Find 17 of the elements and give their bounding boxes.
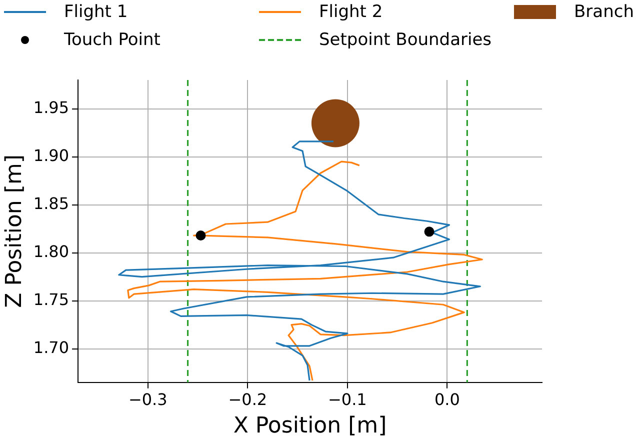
x-axis-title: X Position [m] xyxy=(233,414,387,439)
x-tick-label: 0.0 xyxy=(434,390,460,410)
legend-label: Flight 2 xyxy=(319,2,383,22)
legend-label: Touch Point xyxy=(64,30,160,50)
legend-label: Flight 1 xyxy=(64,2,128,22)
y-tick-label: 1.75 xyxy=(33,290,70,309)
y-tick-label: 1.85 xyxy=(33,194,70,213)
x-tick-label: −0.3 xyxy=(128,390,168,410)
y-tick-label: 1.90 xyxy=(33,146,70,165)
y-tick-label: 1.80 xyxy=(33,242,70,261)
y-tick-label: 1.70 xyxy=(33,338,70,357)
legend-label: Branch xyxy=(574,2,634,22)
y-tick-label: 1.95 xyxy=(33,98,70,117)
y-axis-title: Z Position [m] xyxy=(2,154,27,308)
legend-label: Setpoint Boundaries xyxy=(319,30,492,50)
x-tick-label: −0.1 xyxy=(328,390,367,410)
x-tick-label: −0.2 xyxy=(228,390,268,410)
